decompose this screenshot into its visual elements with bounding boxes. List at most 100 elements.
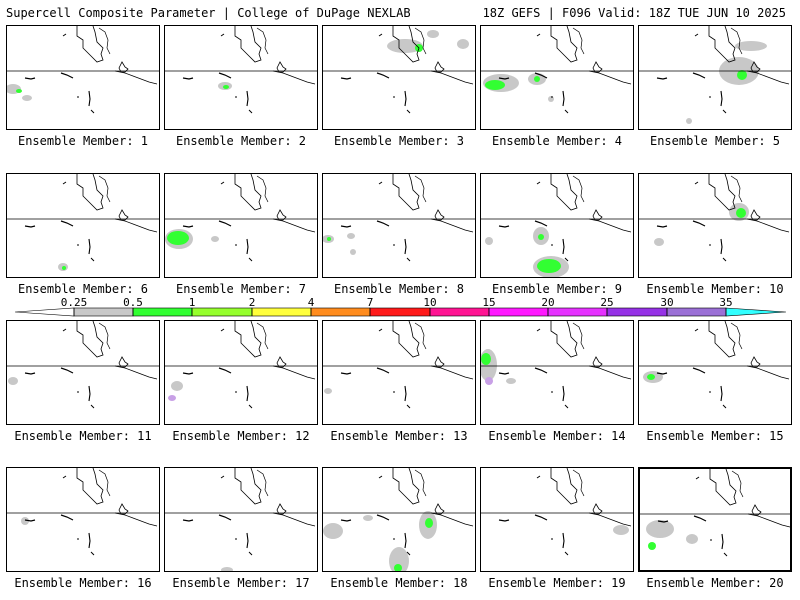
- basemap-outline: [7, 321, 159, 409]
- scp-contour-gray: [363, 515, 373, 521]
- colorbar-label: 1: [189, 296, 196, 309]
- member-caption-18: Ensemble Member: 18: [330, 576, 468, 590]
- map-7: [165, 174, 317, 262]
- scp-contour-gray: [686, 118, 692, 124]
- scp-contour-green: [16, 89, 22, 93]
- member-caption-8: Ensemble Member: 8: [333, 282, 465, 296]
- map-9: [481, 174, 633, 277]
- scp-contour-green: [648, 542, 656, 550]
- scp-contour-gray: [389, 547, 409, 571]
- colorbar-label: 2: [249, 296, 256, 309]
- member-caption-6: Ensemble Member: 6: [17, 282, 149, 296]
- basemap-outline: [323, 321, 475, 409]
- scp-contour-gray: [221, 567, 233, 571]
- ensemble-panel-5: [638, 25, 792, 130]
- basemap-outline: [165, 468, 317, 556]
- colorbar-segment-5: [251, 307, 312, 317]
- member-caption-19: Ensemble Member: 19: [488, 576, 626, 590]
- colorbar-label: 0.25: [61, 296, 88, 309]
- map-4: [481, 26, 633, 114]
- scp-contour-green: [327, 237, 331, 241]
- map-11: [7, 321, 159, 409]
- map-18: [323, 468, 475, 571]
- scp-contour-gray: [22, 95, 32, 101]
- colorbar-label: 10: [423, 296, 436, 309]
- member-caption-10: Ensemble Member: 10: [646, 282, 784, 296]
- colorbar-label: 15: [482, 296, 495, 309]
- member-caption-17: Ensemble Member: 17: [172, 576, 310, 590]
- scp-contour-gray: [686, 534, 698, 544]
- basemap-outline: [639, 174, 791, 262]
- scp-contour-gray: [211, 236, 219, 242]
- member-caption-2: Ensemble Member: 2: [175, 134, 307, 148]
- colorbar-label: 35: [719, 296, 732, 309]
- basemap-outline: [481, 468, 633, 556]
- colorbar-segment-8: [429, 307, 490, 317]
- ensemble-panel-4: [480, 25, 634, 130]
- ensemble-panel-8: [322, 173, 476, 278]
- scp-contour-green: [485, 80, 505, 90]
- scp-contour-gray: [323, 523, 343, 539]
- basemap-outline: [323, 26, 475, 114]
- colorbar-segment-10: [547, 307, 608, 317]
- ensemble-panel-9: [480, 173, 634, 278]
- map-8: [323, 174, 475, 262]
- member-caption-13: Ensemble Member: 13: [330, 429, 468, 443]
- basemap-outline: [481, 174, 633, 262]
- scp-contour-gray: [350, 249, 356, 255]
- scp-contour-purple: [168, 395, 176, 401]
- basemap-outline: [165, 321, 317, 409]
- scp-contour-gray: [457, 39, 469, 49]
- scp-contour-gray: [8, 377, 18, 385]
- map-13: [323, 321, 475, 409]
- basemap-outline: [7, 26, 159, 114]
- basemap-outline: [165, 26, 317, 114]
- member-caption-4: Ensemble Member: 4: [491, 134, 623, 148]
- map-16: [7, 468, 159, 556]
- map-19: [481, 468, 633, 556]
- colorbar-segment-9: [488, 307, 549, 317]
- scp-contour-purple: [485, 377, 493, 385]
- ensemble-panel-7: [164, 173, 318, 278]
- colorbar-segment-1: [14, 307, 75, 317]
- ensemble-panel-16: [6, 467, 160, 572]
- map-3: [323, 26, 475, 114]
- member-caption-3: Ensemble Member: 3: [333, 134, 465, 148]
- title-left: Supercell Composite Parameter | College …: [6, 6, 411, 20]
- ensemble-panel-2: [164, 25, 318, 130]
- basemap-outline: [481, 321, 633, 409]
- colorbar-label: 20: [541, 296, 554, 309]
- scp-contour-gray: [613, 525, 629, 535]
- map-12: [165, 321, 317, 409]
- scp-contour-gray: [347, 233, 355, 239]
- ensemble-panel-1: [6, 25, 160, 130]
- member-caption-9: Ensemble Member: 9: [491, 282, 623, 296]
- map-10: [639, 174, 791, 262]
- colorbar-segment-3: [132, 307, 193, 317]
- colorbar-segment-11: [606, 307, 668, 317]
- map-2: [165, 26, 317, 114]
- map-14: [481, 321, 633, 409]
- scp-contour-green: [537, 259, 561, 273]
- basemap-outline: [639, 321, 791, 409]
- ensemble-panel-15: [638, 320, 792, 425]
- scp-contour-green: [481, 353, 491, 365]
- ensemble-panel-20: [638, 467, 792, 572]
- map-17: [165, 468, 317, 571]
- ensemble-panel-14: [480, 320, 634, 425]
- scp-contour-gray: [485, 237, 493, 245]
- scp-contour-gray: [548, 96, 554, 102]
- colorbar-label: 7: [367, 296, 374, 309]
- ensemble-panel-3: [322, 25, 476, 130]
- basemap-outline: [323, 174, 475, 262]
- basemap-outline: [481, 26, 633, 114]
- scp-contour-gray: [654, 238, 664, 246]
- map-20: [640, 469, 792, 557]
- ensemble-panel-10: [638, 173, 792, 278]
- member-caption-12: Ensemble Member: 12: [172, 429, 310, 443]
- ensemble-panel-13: [322, 320, 476, 425]
- colorbar-segment-2: [73, 307, 134, 317]
- colorbar-segment-4: [191, 307, 253, 317]
- basemap-outline: [639, 26, 791, 114]
- scp-contour-green: [62, 266, 66, 270]
